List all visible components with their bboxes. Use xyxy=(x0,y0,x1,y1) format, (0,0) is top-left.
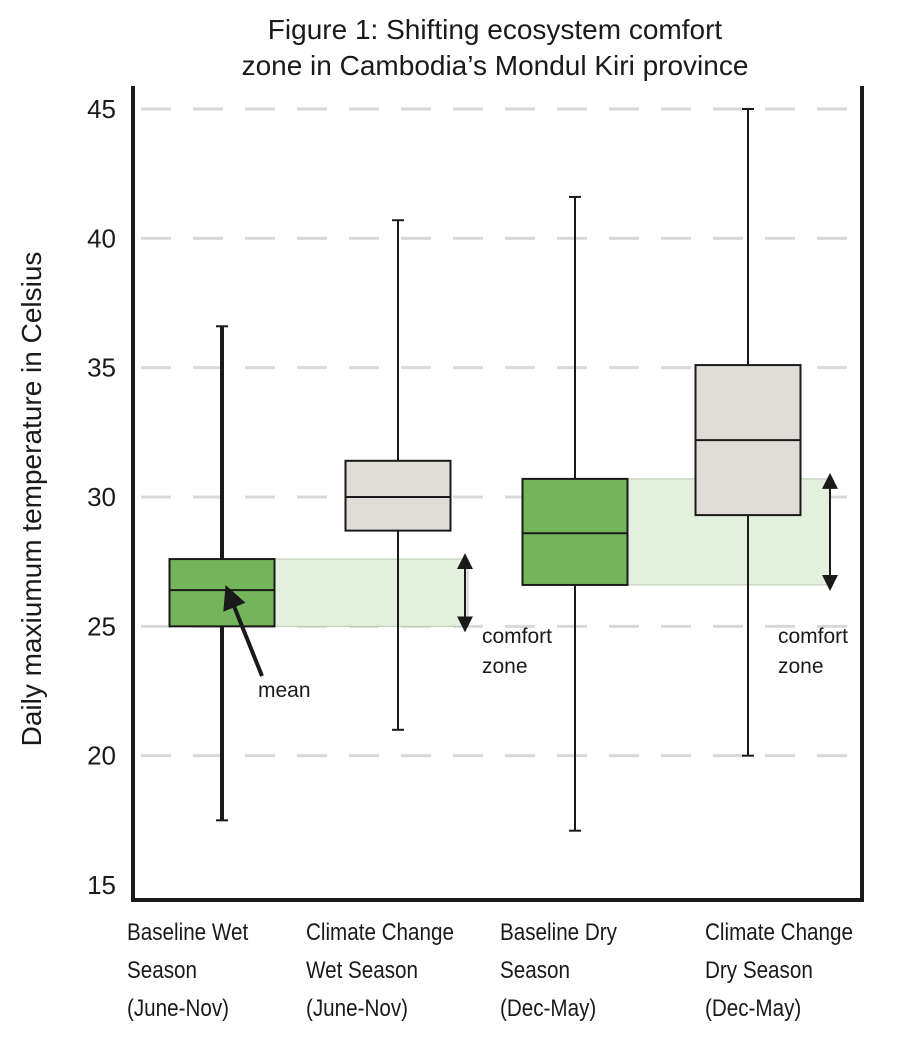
labels: 15 20 25 30 35 40 45 Daily maxiumum temperature… xyxy=(16,94,853,1021)
boxes xyxy=(168,108,802,832)
x-category-label-4-line-3: (Dec-May) xyxy=(705,995,801,1022)
comfort-zone-label-1-line-1: comfort xyxy=(482,625,552,648)
mean-arrow xyxy=(223,584,264,677)
y-tick-label-45: 45 xyxy=(87,94,116,124)
y-tick-label-35: 35 xyxy=(87,353,116,383)
y-tick-label-30: 30 xyxy=(87,482,116,512)
x-category-label-1-line-1: Baseline Wet xyxy=(127,919,249,946)
x-category-label-2-line-1: Climate Change xyxy=(306,919,454,946)
mean-label: mean xyxy=(258,679,311,702)
y-axis-label: Daily maxiumum temperature in Celsius xyxy=(16,252,47,747)
x-category-label-4-line-1: Climate Change xyxy=(705,919,853,946)
axes xyxy=(131,86,864,902)
y-tick-label-20: 20 xyxy=(87,741,116,771)
comfort-zone-label-2-line-1: comfort xyxy=(778,625,848,648)
y-tick-label-15: 15 xyxy=(87,870,116,900)
x-category-label-3-line-2: Season xyxy=(500,957,570,984)
comfort-zone-band-1 xyxy=(274,558,469,627)
x-category-label-2-line-2: Wet Season xyxy=(306,957,418,984)
x-category-label-1-line-3: (June-Nov) xyxy=(127,995,229,1022)
x-category-label-1-line-2: Season xyxy=(127,957,197,984)
x-category-label-3-line-3: (Dec-May) xyxy=(500,995,596,1022)
box-3 xyxy=(521,477,629,586)
chart-title: Figure 1: Shifting ecosystem comfort zon… xyxy=(0,12,900,84)
comfort-zone-label-2-line-2: zone xyxy=(778,655,824,678)
chart-title-line-1: Figure 1: Shifting ecosystem comfort xyxy=(267,14,723,45)
y-tick-label-25: 25 xyxy=(87,611,116,641)
x-category-label-3-line-1: Baseline Dry xyxy=(500,919,618,946)
x-category-label-4-line-2: Dry Season xyxy=(705,957,813,984)
box-1 xyxy=(168,558,276,628)
chart-title-line-2: zone in Cambodia’s Mondul Kiri province xyxy=(241,50,749,81)
comfort-zone-label-1-line-2: zone xyxy=(482,655,528,678)
y-tick-label-40: 40 xyxy=(87,223,116,253)
x-category-label-2-line-3: (June-Nov) xyxy=(306,995,408,1022)
box-2 xyxy=(344,459,452,532)
